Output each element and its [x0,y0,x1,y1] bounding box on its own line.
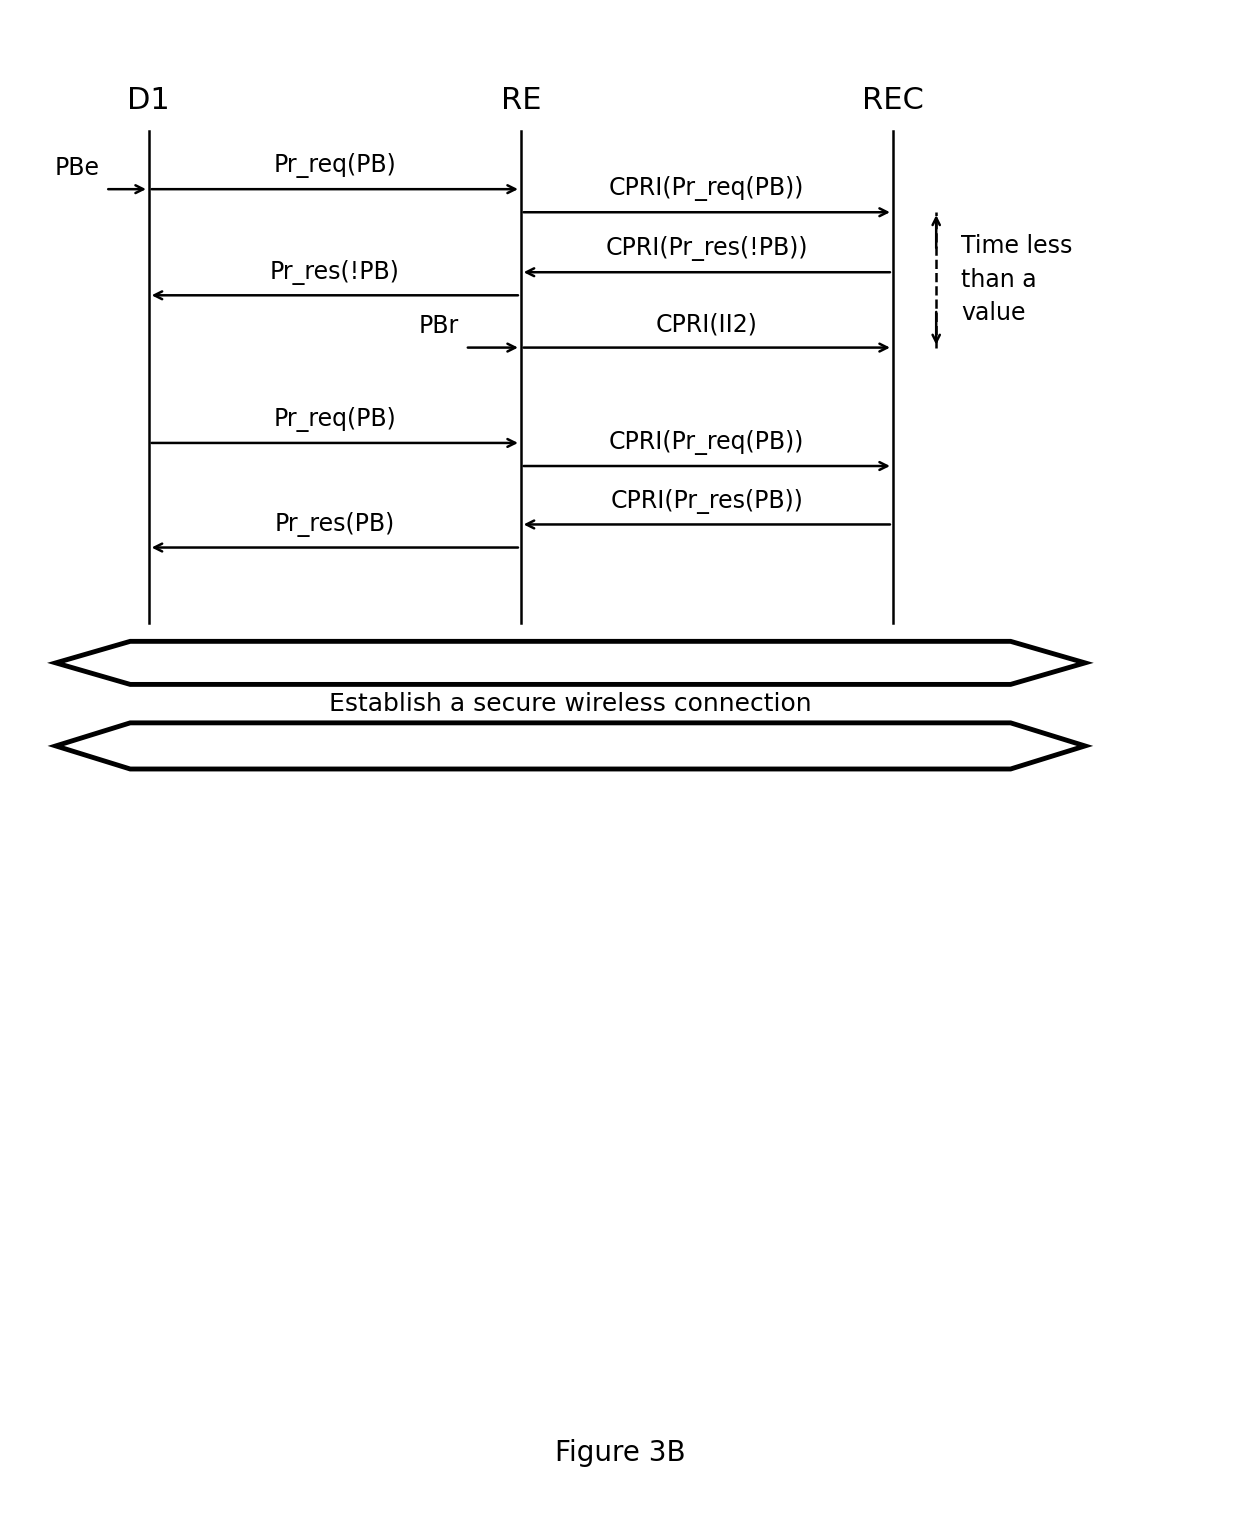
Text: Pr_req(PB): Pr_req(PB) [274,154,396,178]
Text: CPRI(Pr_req(PB)): CPRI(Pr_req(PB)) [609,177,805,201]
Text: CPRI(Pr_res(!PB)): CPRI(Pr_res(!PB)) [605,237,808,261]
Text: REC: REC [862,86,924,115]
Polygon shape [56,723,1085,769]
Text: RE: RE [501,86,541,115]
Text: Time less
than a
value: Time less than a value [961,234,1073,326]
Text: PBr: PBr [419,314,459,338]
Text: Pr_res(PB): Pr_res(PB) [275,512,394,537]
Text: CPRI(Pr_res(PB)): CPRI(Pr_res(PB)) [610,489,804,514]
Text: CPRI(Pr_req(PB)): CPRI(Pr_req(PB)) [609,431,805,455]
Text: CPRI(II2): CPRI(II2) [656,312,758,337]
Text: Establish a secure wireless connection: Establish a secure wireless connection [329,692,812,717]
Text: Figure 3B: Figure 3B [554,1440,686,1467]
Polygon shape [56,641,1085,684]
Text: PBe: PBe [55,155,99,180]
Text: Pr_req(PB): Pr_req(PB) [274,408,396,432]
Text: Pr_res(!PB): Pr_res(!PB) [270,260,399,285]
Text: D1: D1 [128,86,170,115]
